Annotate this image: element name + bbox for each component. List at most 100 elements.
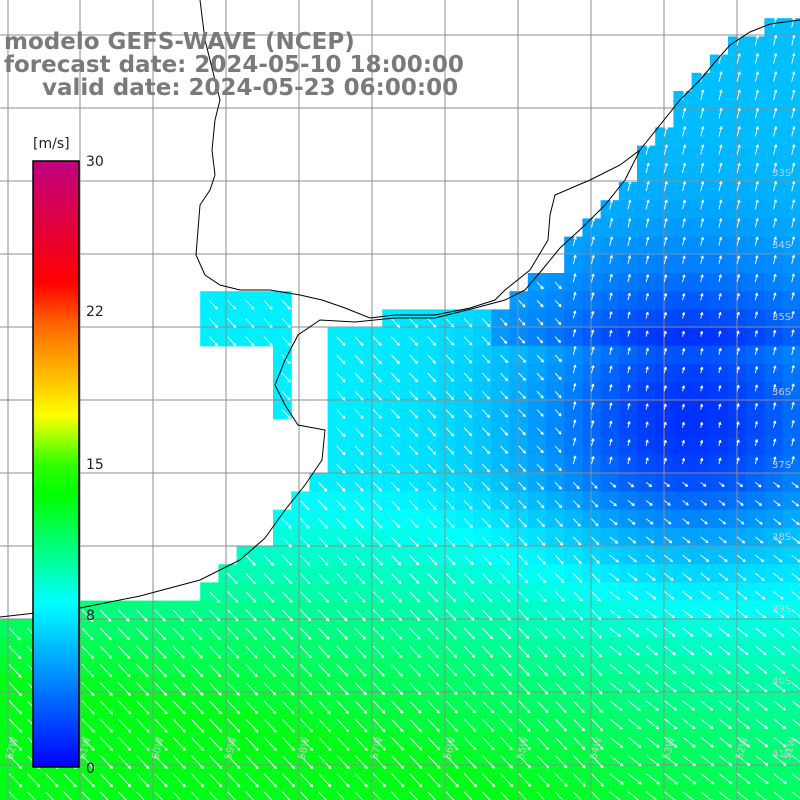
- wind-cell: [691, 218, 711, 238]
- wind-arrow: [609, 420, 613, 428]
- wind-arrow: [773, 384, 777, 392]
- wind-arrow: [536, 645, 548, 658]
- wind-arrow: [463, 336, 473, 346]
- wind-arrow: [791, 383, 795, 392]
- wind-arrow: [427, 791, 437, 800]
- wind-arrow: [664, 754, 678, 767]
- wind-arrow: [591, 536, 600, 546]
- lat-label: 33S: [772, 168, 791, 179]
- wind-arrow: [481, 500, 491, 510]
- wind-arrow: [190, 791, 200, 800]
- wind-arrow: [45, 773, 59, 788]
- wind-arrow: [572, 401, 577, 410]
- wind-arrow: [609, 627, 622, 638]
- wind-arrow: [481, 718, 495, 732]
- wind-cell: [782, 182, 800, 201]
- wind-arrow: [354, 445, 364, 456]
- wind-arrow: [45, 791, 54, 800]
- wind-arrow: [281, 663, 294, 678]
- wind-arrow: [445, 718, 459, 732]
- wind-arrow: [336, 645, 349, 659]
- wind-cell: [673, 273, 693, 292]
- wind-cell: [691, 127, 711, 147]
- wind-arrow: [427, 554, 438, 566]
- wind-cell: [618, 400, 638, 420]
- wind-cell: [655, 364, 674, 383]
- wind-arrow: [299, 645, 312, 659]
- wind-arrow: [390, 791, 400, 800]
- wind-arrow: [664, 700, 678, 711]
- wind-arrow: [500, 336, 508, 344]
- wind-arrow: [281, 718, 295, 733]
- wind-arrow: [190, 754, 205, 770]
- wind-cell: [400, 782, 420, 800]
- wind-arrow: [754, 162, 759, 174]
- wind-arrow: [500, 500, 509, 510]
- wind-arrow: [554, 554, 564, 565]
- wind-arrow: [536, 718, 549, 732]
- wind-arrow: [554, 445, 562, 453]
- wind-cell: [764, 345, 784, 365]
- wind-arrow: [645, 457, 649, 465]
- wind-arrow: [682, 627, 694, 637]
- wind-arrow: [8, 773, 23, 788]
- wind-arrow: [409, 663, 422, 677]
- wind-arrow: [627, 591, 639, 600]
- wind-arrow: [681, 312, 686, 319]
- wind-arrow: [754, 218, 759, 228]
- wind-arrow: [682, 609, 694, 619]
- wind-arrow: [609, 682, 623, 693]
- wind-cell: [709, 273, 729, 292]
- wind-cell: [91, 782, 110, 800]
- wind-arrow: [554, 773, 568, 787]
- wind-arrow: [245, 773, 259, 788]
- wind-arrow: [354, 736, 368, 751]
- wind-arrow: [681, 366, 686, 374]
- wind-arrow: [463, 591, 475, 603]
- wind-arrow: [754, 53, 759, 64]
- wind-arrow: [791, 71, 796, 83]
- wind-cell: [691, 273, 711, 292]
- wind-arrow: [336, 500, 346, 511]
- wind-arrow: [208, 627, 221, 641]
- wind-cell: [200, 782, 219, 800]
- wind-arrow: [791, 456, 795, 465]
- wind-arrow: [736, 754, 751, 766]
- wind-arrow: [664, 736, 678, 748]
- wind-arrow: [117, 682, 131, 697]
- wind-cell: [600, 218, 620, 238]
- wind-arrow: [463, 572, 474, 584]
- wind-cell: [764, 200, 784, 219]
- wind-cell: [764, 273, 784, 292]
- wind-cell: [782, 291, 800, 310]
- wind-cell: [637, 291, 656, 310]
- wind-arrow: [554, 518, 563, 527]
- wind-arrow: [627, 791, 641, 800]
- wind-arrow: [699, 403, 704, 410]
- wind-arrow: [518, 700, 531, 714]
- wind-arrow: [755, 700, 768, 711]
- wind-arrow: [572, 481, 580, 490]
- wind-arrow: [718, 754, 733, 766]
- wind-arrow: [663, 181, 668, 192]
- wind-arrow: [591, 700, 603, 713]
- wind-arrow: [700, 199, 705, 210]
- wind-arrow: [227, 663, 240, 678]
- wind-arrow: [8, 663, 22, 678]
- wind-arrow: [736, 292, 740, 301]
- wind-arrow: [572, 536, 582, 546]
- wind-cell: [637, 182, 656, 201]
- wind-cell: [764, 436, 784, 456]
- wind-cell: [637, 309, 656, 329]
- wind-arrow: [445, 663, 458, 677]
- wind-arrow: [390, 591, 402, 603]
- wind-arrow: [700, 773, 715, 785]
- wind-arrow: [718, 736, 732, 748]
- wind-cell: [582, 782, 602, 800]
- wind-arrow: [700, 255, 704, 265]
- wind-arrow: [427, 500, 437, 510]
- wind-arrow: [609, 791, 623, 800]
- wind-arrow: [572, 437, 577, 447]
- wind-cell: [691, 436, 711, 456]
- wind-arrow: [754, 421, 758, 428]
